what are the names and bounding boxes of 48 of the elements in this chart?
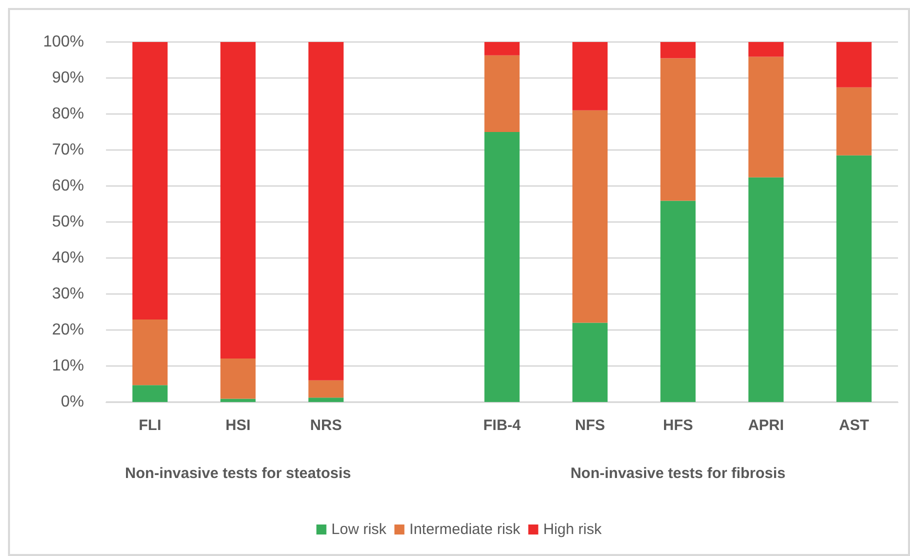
x-tick-label: AST bbox=[839, 417, 869, 434]
bar bbox=[484, 132, 520, 402]
y-tick-label: 0% bbox=[60, 394, 84, 410]
bar bbox=[748, 177, 784, 402]
bar bbox=[220, 398, 256, 402]
bar bbox=[308, 398, 344, 402]
legend-label: High risk bbox=[543, 521, 602, 538]
bar bbox=[660, 200, 696, 402]
bar bbox=[748, 42, 784, 57]
y-tick-label: 40% bbox=[52, 250, 84, 266]
legend-label: Low risk bbox=[331, 521, 387, 538]
y-tick-label: 100% bbox=[43, 34, 84, 50]
x-tick-label: NFS bbox=[575, 417, 605, 434]
bar bbox=[132, 42, 168, 320]
bar bbox=[220, 358, 256, 399]
bar bbox=[836, 155, 872, 402]
x-tick-label: FIB-4 bbox=[483, 417, 522, 434]
y-tick-label: 60% bbox=[52, 178, 84, 194]
bar bbox=[572, 322, 608, 402]
y-tick-label: 30% bbox=[52, 286, 84, 302]
bar bbox=[308, 42, 344, 380]
bar bbox=[484, 42, 520, 56]
text: Non-invasive tests for fibrosis bbox=[570, 465, 786, 482]
x-tick-label: APRI bbox=[748, 417, 784, 434]
bar bbox=[572, 42, 608, 110]
x-tick-label: NRS bbox=[310, 417, 342, 434]
bar bbox=[308, 380, 344, 398]
y-tick-label: 50% bbox=[52, 214, 84, 230]
bar bbox=[660, 58, 696, 201]
y-tick-label: 20% bbox=[52, 322, 84, 338]
x-tick-label: HSI bbox=[225, 417, 251, 434]
x-tick-label: HFS bbox=[663, 417, 693, 434]
bar bbox=[836, 87, 872, 156]
x-tick-label: FLI bbox=[138, 417, 162, 434]
bar bbox=[572, 110, 608, 323]
bar bbox=[132, 385, 168, 402]
bar bbox=[220, 42, 256, 358]
bar bbox=[132, 320, 168, 386]
y-tick-label: 70% bbox=[52, 142, 84, 158]
y-tick-label: 10% bbox=[52, 358, 84, 374]
y-tick-label: 90% bbox=[52, 70, 84, 86]
bar bbox=[748, 56, 784, 178]
text: Non-invasive tests for steatosis bbox=[125, 465, 351, 482]
bar bbox=[836, 42, 872, 88]
bar bbox=[484, 55, 520, 132]
bar bbox=[660, 42, 696, 58]
legend-label: Intermediate risk bbox=[409, 521, 521, 538]
y-tick-label: 80% bbox=[52, 106, 84, 122]
